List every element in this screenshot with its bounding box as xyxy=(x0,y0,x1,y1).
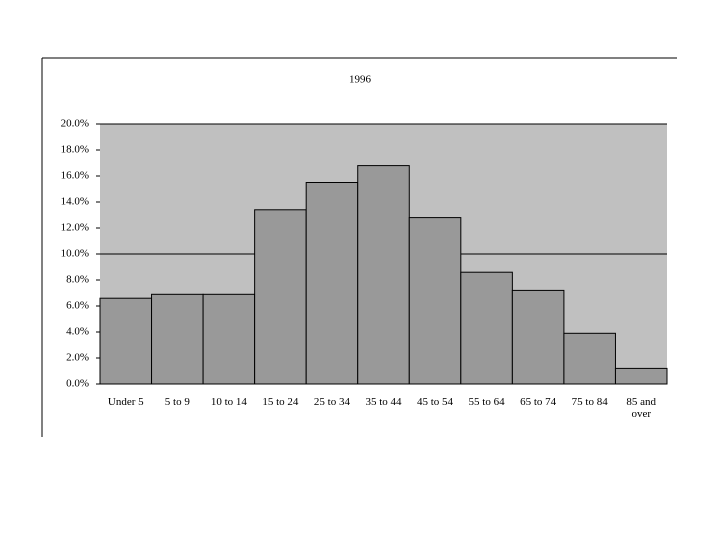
bar xyxy=(305,182,359,385)
y-tick-label: 10.0% xyxy=(61,248,89,260)
bar xyxy=(408,217,462,385)
bar xyxy=(357,165,410,385)
x-tick-label: 55 to 64 xyxy=(468,396,505,408)
bar xyxy=(563,332,616,385)
x-tick-label: 10 to 14 xyxy=(210,396,247,408)
y-tick-label: 16.0% xyxy=(61,170,89,182)
x-tick-label: 75 to 84 xyxy=(571,396,608,408)
bar xyxy=(202,293,256,385)
x-tick-label: 45 to 54 xyxy=(417,396,454,408)
y-tick-label: 18.0% xyxy=(61,144,89,156)
bar xyxy=(614,367,668,385)
y-tick-label: 4.0% xyxy=(66,326,89,338)
chart-title: 1996 xyxy=(349,74,372,86)
y-tick-label: 20.0% xyxy=(61,118,89,130)
y-tick-label: 0.0% xyxy=(66,378,89,390)
x-tick-label: 35 to 44 xyxy=(365,396,402,408)
bar xyxy=(254,209,307,385)
y-tick-label: 12.0% xyxy=(61,222,89,234)
y-tick-label: 6.0% xyxy=(66,300,89,312)
bar xyxy=(511,289,565,385)
bar xyxy=(151,293,204,385)
x-tick-label: 5 to 9 xyxy=(164,396,190,408)
x-tick-label: Under 5 xyxy=(107,396,144,408)
x-tick-label: 15 to 24 xyxy=(262,396,299,408)
bar xyxy=(99,297,153,385)
x-tick-label: 65 to 74 xyxy=(520,396,557,408)
y-tick-label: 14.0% xyxy=(61,196,89,208)
x-tick-label: 25 to 34 xyxy=(313,396,350,408)
x-tick-label: 85 and over xyxy=(626,396,657,420)
bar xyxy=(460,271,513,385)
y-tick-label: 8.0% xyxy=(66,274,89,286)
y-tick-label: 2.0% xyxy=(66,352,89,364)
